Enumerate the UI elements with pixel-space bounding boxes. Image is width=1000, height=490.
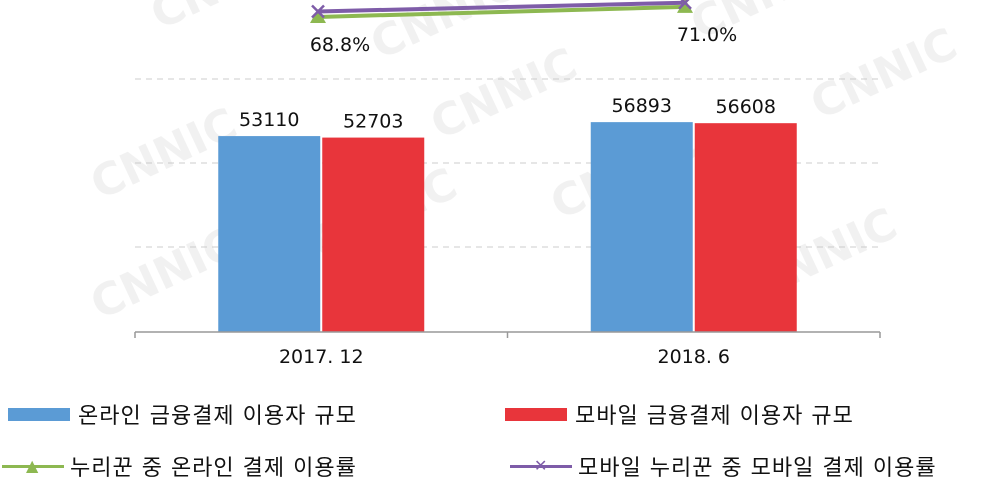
watermark-layer: CNNICCNNICCNNICCNNICCNNICCNNICCNNICCNNIC… — [83, 0, 965, 330]
legend-swatch-mobile-bar — [505, 407, 567, 421]
mobile-rate-point — [311, 4, 325, 19]
bar-series — [218, 122, 797, 332]
triangle-marker-icon: ▲ — [26, 456, 40, 475]
mobile-rate-line — [317, 0, 686, 14]
mobile-payment-bar — [694, 123, 797, 332]
legend-item-online-bar: 온라인 금융결제 이용자 규모 — [8, 398, 357, 430]
mobile-payment-bar — [322, 137, 425, 332]
online-rate-point — [310, 8, 326, 23]
watermark-text: CNNIC — [423, 38, 585, 150]
legend-item-mobile-bar: 모바일 금융결제 이용자 규모 — [505, 398, 854, 430]
x-marker-icon: ✕ — [534, 456, 549, 475]
legend-swatch-online-line: ▲ — [2, 456, 64, 476]
bar-value-label: 56893 — [612, 95, 672, 117]
online-payment-bar — [590, 122, 693, 332]
online-rate-point — [677, 0, 693, 13]
legend-label-online-bar: 온라인 금융결제 이용자 규모 — [78, 404, 357, 429]
x-tick-label: 2018. 6 — [657, 346, 730, 368]
legend-item-online-line: ▲ 누리꾼 중 온라인 결제 이용률 — [2, 450, 357, 482]
mobile-rate-point — [678, 0, 692, 10]
x-tick-label: 2017. 12 — [279, 346, 364, 368]
legend: 온라인 금융결제 이용자 규모 모바일 금융결제 이용자 규모 ▲ 누리꾼 중 … — [0, 372, 1000, 490]
x-axis: 2017. 12 2018. 6 — [134, 331, 881, 368]
legend-item-mobile-line: ✕ 모바일 누리꾼 중 모바일 결제 이용률 — [510, 450, 937, 482]
online-payment-bar — [218, 136, 321, 332]
watermark-text: CNNIC — [143, 0, 305, 40]
legend-swatch-online-bar — [8, 407, 70, 421]
bar-value-label: 56608 — [716, 96, 776, 118]
online-rate-label: 71.0% — [677, 24, 737, 46]
online-rate-label: 68.8% — [310, 34, 370, 56]
bar-value-label: 52703 — [343, 111, 403, 133]
legend-label-mobile-bar: 모바일 금융결제 이용자 규모 — [575, 404, 854, 429]
bar-value-label: 53110 — [239, 109, 299, 131]
online-rate-line — [317, 4, 686, 19]
legend-label-online-line: 누리꾼 중 온라인 결제 이용률 — [70, 456, 357, 481]
legend-swatch-mobile-line: ✕ — [510, 456, 572, 476]
combo-chart: CNNICCNNICCNNICCNNICCNNICCNNICCNNICCNNIC… — [83, 0, 965, 368]
chart-area: CNNICCNNICCNNICCNNICCNNICCNNICCNNICCNNIC… — [83, 0, 965, 368]
watermark-text: CNNIC — [803, 18, 965, 130]
mobile-rate-label: 70.0% — [304, 0, 364, 4]
legend-label-mobile-line: 모바일 누리꾼 중 모바일 결제 이용률 — [578, 456, 937, 481]
line-series — [310, 0, 693, 23]
